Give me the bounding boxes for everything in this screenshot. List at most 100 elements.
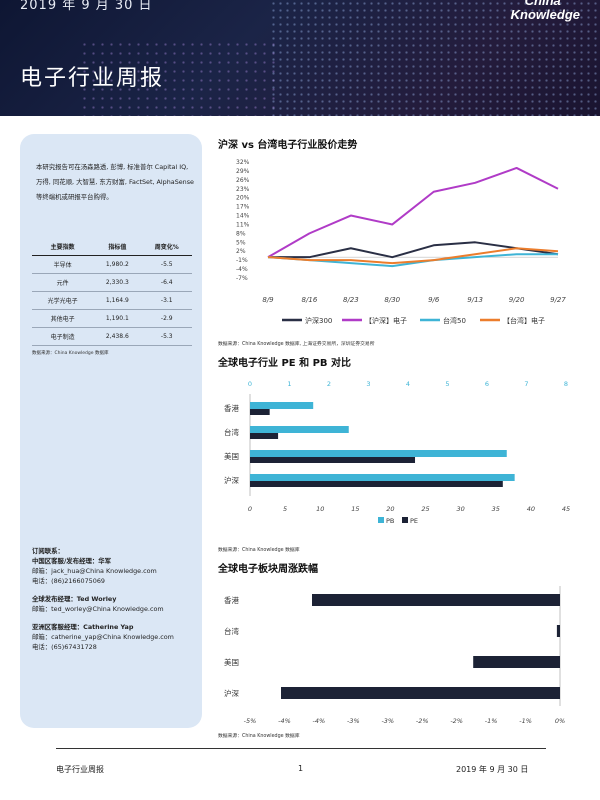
index-col-name: 主要指数: [32, 238, 94, 256]
pe-axis-tick: 45: [562, 505, 570, 513]
index-name: 半导体: [32, 255, 94, 274]
index-value: 1,164.9: [93, 291, 142, 310]
pe-axis-tick: 40: [527, 505, 535, 513]
china-contact-phone: 电话：(86)2166075069: [32, 577, 105, 585]
legend-label: PB: [386, 517, 394, 525]
y-tick-label: -1%: [236, 257, 248, 264]
legend-swatch: [378, 517, 384, 523]
chart1-source: 数据来源：China Knowledge 数据库, 上海证券交易所，深圳证券交易…: [218, 342, 375, 347]
category-label: 香港: [224, 595, 239, 605]
pe-axis-tick: 5: [283, 505, 287, 513]
x-tick-label: -3%: [381, 717, 394, 725]
pe-bar: [250, 409, 270, 415]
global-contact-email[interactable]: 邮箱：ted_worley@China Knowledge.com: [32, 605, 164, 613]
pb-bar: [250, 450, 507, 457]
series-line: [268, 241, 559, 259]
index-value: 2,438.6: [93, 327, 142, 346]
y-tick-label: 2%: [236, 248, 246, 255]
footer-date: 2019 年 9 月 30 日: [456, 765, 529, 774]
line-chart: 32% 29% 26% 23% 20% 17% 14%11% 8% 5% 2% -1% -4% -7% 8…: [236, 159, 566, 325]
x-tick-label: -4%: [313, 717, 326, 725]
legend-swatch: [402, 517, 408, 523]
index-change: -6.4: [141, 273, 192, 292]
pe-axis-tick: 30: [457, 505, 465, 513]
pb-axis-tick: 3: [366, 380, 370, 388]
change-bar: [312, 594, 560, 606]
x-tick-label: -3%: [347, 717, 360, 725]
x-tick-label: 8/23: [343, 296, 359, 304]
index-table-header: 主要指数 指标值 周变化%: [32, 238, 192, 256]
y-tick-label: -7%: [236, 275, 248, 282]
pb-axis-tick: 7: [524, 380, 528, 388]
y-tick-label: -4%: [236, 266, 248, 273]
header-date: 2019 年 9 月 30 日: [20, 0, 153, 13]
legend-label: 【台湾】电子: [503, 316, 545, 325]
x-tick-label: -5%: [244, 717, 257, 725]
asia-contact-title: 亚洲区客服经理：Catherine Yap: [32, 623, 134, 631]
asia-contact-email[interactable]: 邮箱：catherine_yap@China Knowledge.com: [32, 633, 174, 641]
category-label: 台湾: [224, 427, 239, 437]
x-tick-label: 8/16: [302, 296, 318, 304]
china-contact-title: 中国区客服/发布经理：华军: [32, 557, 112, 565]
pb-axis-tick: 0: [248, 380, 252, 388]
y-tick-label: 29%: [236, 168, 250, 175]
asia-contact-phone: 电话：(65)67431728: [32, 643, 97, 651]
x-tick-label: -2%: [450, 717, 463, 725]
y-tick-label: 8%: [236, 230, 246, 237]
report-header: 2019 年 9 月 30 日 电子行业周报 China Knowledge: [0, 0, 600, 116]
y-tick-label: 23%: [236, 186, 250, 193]
index-name: 其他电子: [32, 309, 94, 328]
pe-bar: [250, 433, 279, 439]
change-bar: [281, 687, 560, 699]
table-row: 元件 2,330.3 -6.4: [32, 273, 192, 292]
change-bar: [473, 656, 560, 668]
category-label: 美国: [224, 657, 239, 667]
pb-axis-tick: 4: [406, 380, 410, 388]
table-row: 电子制造 2,438.6 -5.3: [32, 327, 192, 346]
legend-label: 台湾50: [443, 316, 466, 325]
report-title: 电子行业周报: [20, 66, 165, 91]
pe-axis-tick: 10: [316, 505, 324, 513]
pb-axis-tick: 8: [564, 380, 568, 388]
header-dot-pattern-secondary: [80, 40, 280, 116]
x-tick-label: 0%: [555, 717, 565, 725]
pe-axis-tick: 20: [386, 505, 394, 513]
sidebar-panel: 本研究报告可在汤森路透, 彭博, 标准普尔 Capital IQ, 万得, 同花…: [20, 134, 202, 728]
china-contact-email[interactable]: 邮箱：jack_hua@China Knowledge.com: [32, 567, 157, 575]
contact-block: 订阅联系： 中国区客服/发布经理：华军 邮箱：jack_hua@China Kn…: [32, 546, 200, 652]
chart2-source: 数据来源：China Knowledge 数据库: [218, 548, 300, 553]
pb-bar: [250, 426, 349, 433]
category-label: 美国: [224, 451, 239, 461]
chart3-source: 数据来源：China Knowledge 数据库: [218, 734, 300, 739]
pe-axis-tick: 0: [248, 505, 252, 513]
legend-label: 沪深300: [305, 316, 332, 325]
pb-axis-tick: 2: [327, 380, 331, 388]
category-label: 香港: [224, 403, 239, 413]
x-tick-label: -4%: [278, 717, 291, 725]
footer-divider: [56, 748, 546, 749]
x-tick-label: 9/6: [428, 296, 440, 304]
series-line: [267, 166, 559, 259]
index-value: 1,190.1: [93, 309, 142, 328]
x-tick-label: 9/20: [509, 296, 525, 304]
pb-axis-tick: 5: [445, 380, 449, 388]
index-col-change: 周变化%: [141, 238, 192, 256]
table-row: 光学光电子 1,164.9 -3.1: [32, 291, 192, 310]
category-label: 沪深: [224, 688, 239, 698]
chart2-title: 全球电子行业 PE 和 PB 对比: [218, 358, 352, 369]
y-tick-label: 11%: [236, 221, 250, 228]
brand-logo: China Knowledge: [511, 0, 580, 22]
pe-bar: [250, 457, 416, 463]
y-tick-label: 5%: [236, 239, 246, 246]
global-contact-title: 全球发布经理：Ted Worley: [32, 595, 117, 603]
table-row: 其他电子 1,190.1 -2.9: [32, 309, 192, 328]
x-tick-label: -1%: [485, 717, 498, 725]
legend-label: 【沪深】电子: [365, 316, 407, 325]
legend-label: PE: [410, 517, 418, 525]
index-change: -3.1: [141, 291, 192, 310]
pb-bar: [250, 474, 515, 481]
index-table: 主要指数 指标值 周变化% 半导体 1,980.2 -5.5 元件 2,330.…: [32, 238, 192, 346]
footer-title: 电子行业周报: [56, 765, 104, 774]
